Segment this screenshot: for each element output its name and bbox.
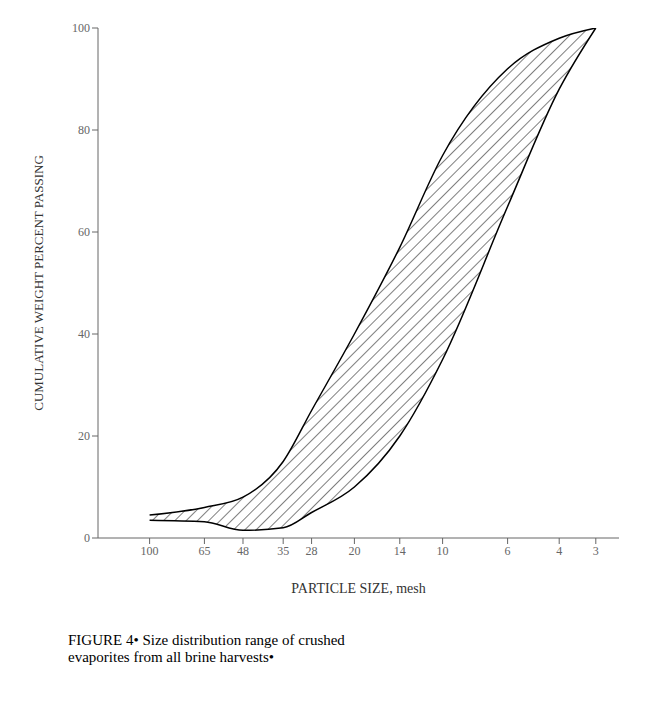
svg-text:35: 35 xyxy=(277,544,289,558)
svg-text:14: 14 xyxy=(394,544,406,558)
svg-text:4: 4 xyxy=(556,544,562,558)
svg-text:10: 10 xyxy=(437,544,449,558)
svg-text:3: 3 xyxy=(593,544,599,558)
html-text:FIGURE 4• Size distribution ra: FIGURE 4• Size distribution range of cru… xyxy=(68,632,345,665)
svg-text:48: 48 xyxy=(237,544,249,558)
svg-text:0: 0 xyxy=(84,531,90,545)
svg-text:20: 20 xyxy=(78,429,90,443)
svg-text:40: 40 xyxy=(78,327,90,341)
svg-text:60: 60 xyxy=(78,225,90,239)
svg-text:100: 100 xyxy=(72,21,90,35)
svg-text:6: 6 xyxy=(505,544,511,558)
svg-text:PARTICLE SIZE, mesh: PARTICLE SIZE, mesh xyxy=(291,581,425,596)
svg-text:28: 28 xyxy=(306,544,318,558)
svg-text:80: 80 xyxy=(78,123,90,137)
svg-text:20: 20 xyxy=(348,544,360,558)
svg-text:100: 100 xyxy=(141,544,159,558)
svg-text:65: 65 xyxy=(198,544,210,558)
svg-text:CUMULATIVE WEIGHT PERCENT PASS: CUMULATIVE WEIGHT PERCENT PASSING xyxy=(31,155,46,411)
